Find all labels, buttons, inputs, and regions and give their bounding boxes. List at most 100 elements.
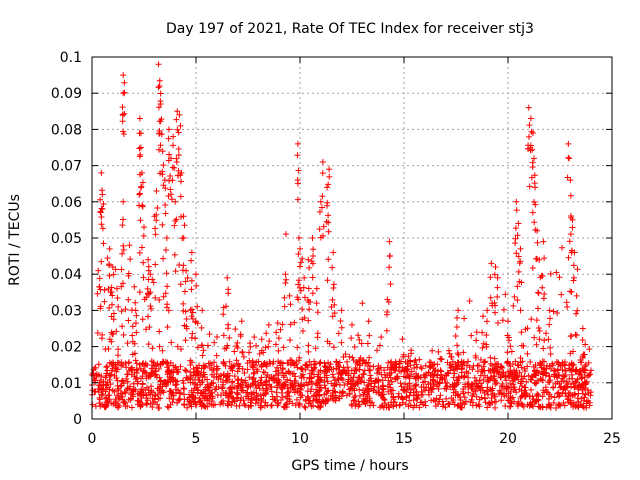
data-point [439,376,446,383]
data-point [159,221,166,228]
data-point [370,387,377,394]
data-point [118,308,125,315]
data-point [331,301,338,308]
data-point [302,404,309,411]
data-point [139,179,146,186]
data-point [484,404,491,411]
data-point-spike [536,256,543,263]
data-point [105,345,112,352]
data-point [392,376,399,383]
data-point [539,284,546,291]
data-point [385,298,392,305]
data-point [285,388,292,395]
data-point-spike [145,256,152,263]
data-point [534,239,541,246]
data-point-spike [349,321,355,328]
data-point [551,394,558,401]
data-point [543,330,550,337]
data-point [155,146,162,153]
data-point-spike [531,155,537,162]
data-point [362,400,369,407]
data-point [323,374,330,381]
data-point [500,369,507,376]
data-point [335,370,342,377]
data-point [336,381,343,388]
data-point [583,404,590,411]
data-point-spike [546,307,553,314]
data-point [282,404,289,411]
data-point [556,392,563,399]
data-point [100,240,107,247]
data-point [108,301,115,308]
data-point [189,393,196,400]
data-point [136,145,143,152]
data-point [372,378,379,385]
data-point [373,377,380,384]
data-point-spike [365,318,372,325]
data-point [147,303,154,310]
data-point [355,374,362,381]
data-point [248,390,255,397]
data-point [366,377,373,384]
data-point [545,373,552,380]
data-point [155,84,162,91]
data-point [480,313,487,320]
data-point [97,286,104,293]
data-point [481,367,488,374]
data-point [487,294,494,301]
data-point [183,367,190,374]
data-point [118,266,125,273]
data-point [295,251,302,258]
data-point [139,202,146,209]
data-point [435,385,442,392]
data-point [125,270,132,277]
y-tick-label: 0.09 [51,86,82,102]
data-point [274,319,281,326]
data-point [579,354,586,361]
data-point [494,319,501,326]
data-point [465,384,472,391]
data-point [265,343,272,350]
data-point [579,390,586,397]
data-point [297,365,304,372]
data-point [319,396,326,403]
data-point [268,388,275,395]
data-point [324,202,331,209]
data-point [283,393,290,400]
data-point [299,328,306,335]
data-point [320,232,327,239]
data-point [540,345,547,352]
data-point [198,379,205,386]
data-point [295,281,302,288]
data-point [239,387,246,394]
data-point [556,380,563,387]
data-point [432,403,439,410]
data-point [420,379,427,386]
data-point [320,223,327,230]
data-point [465,358,472,365]
data-point [531,398,538,405]
data-point [580,403,587,410]
data-point [162,202,169,209]
data-point-spike [513,198,520,205]
data-point-spike [294,140,301,147]
data-point [343,358,350,365]
data-point [514,403,521,410]
data-point [378,391,385,398]
data-point [294,196,301,203]
data-point [388,378,395,385]
data-point-spike [120,72,127,79]
data-point [291,362,298,369]
data-point [413,361,420,368]
data-point [383,311,390,318]
data-point [539,272,546,279]
data-point [220,360,227,367]
data-point-spike [180,213,187,220]
data-point [152,372,159,379]
data-point [325,228,332,235]
data-point [460,360,467,367]
data-point [109,292,116,299]
data-point [96,283,103,290]
data-point [571,383,578,390]
data-point [127,256,134,263]
